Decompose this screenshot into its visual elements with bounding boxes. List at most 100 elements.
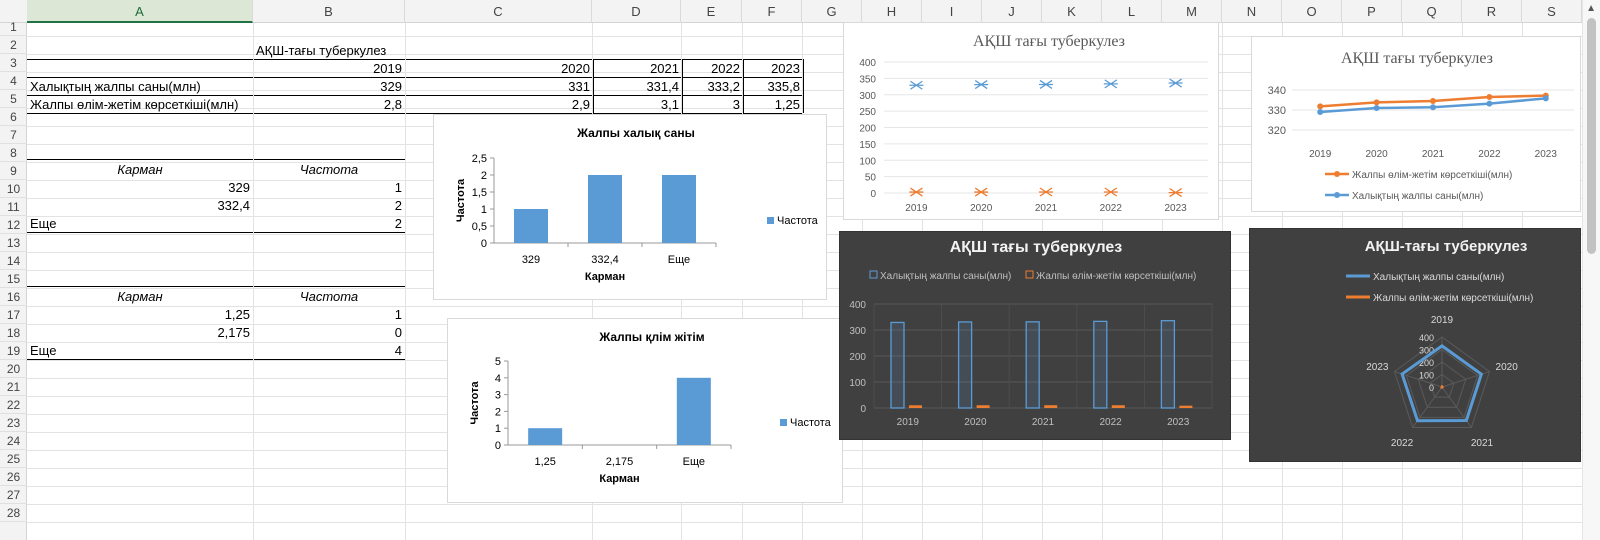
hist1-header-freq[interactable]: Частота [299, 162, 359, 177]
row-header-16[interactable]: 16 [0, 288, 27, 306]
hist2-header-bin[interactable]: Карман [117, 289, 163, 304]
column-header-r[interactable]: R [1462, 0, 1522, 23]
row-header-6[interactable]: 6 [0, 108, 27, 126]
chart-dark-column[interactable]: АҚШ тағы туберкулез Халықтың жалпы саны(м… [839, 231, 1231, 440]
row-header-5[interactable]: 5 [0, 90, 27, 108]
x-axis-label: Карман [599, 473, 639, 485]
row-label[interactable]: Халықтың жалпы саны(млн) [30, 79, 201, 94]
chart-line[interactable]: АҚШ тағы туберкулез 320 330 340 2019 2020 2021… [1251, 36, 1581, 212]
column-header-j[interactable]: J [982, 0, 1042, 23]
hist1-bin[interactable]: 332,4 [217, 198, 250, 213]
row-header-11[interactable]: 11 [0, 198, 27, 216]
table-title[interactable]: АҚШ-тағы туберкулез [256, 43, 387, 58]
column-header-q[interactable]: Q [1402, 0, 1462, 23]
row-header-1[interactable]: 1 [0, 18, 27, 36]
column-header-h[interactable]: H [862, 0, 922, 23]
hist1-freq[interactable]: 2 [394, 198, 402, 213]
column-header-i[interactable]: I [922, 0, 982, 23]
hist2-freq[interactable]: 4 [394, 343, 402, 358]
column-header-l[interactable]: L [1102, 0, 1162, 23]
year-cell[interactable]: 2021 [650, 61, 679, 76]
value-cell[interactable]: 329 [380, 79, 402, 94]
x-tick-label: 2019 [1309, 149, 1332, 160]
row-header-26[interactable]: 26 [0, 468, 27, 486]
chart-radar[interactable]: АҚШ-тағы туберкулез Халықтың жалпы саны(м… [1249, 228, 1581, 462]
hist1-bin[interactable]: 329 [228, 180, 250, 195]
hist2-bin[interactable]: 2,175 [217, 325, 250, 340]
column-header-k[interactable]: K [1042, 0, 1102, 23]
x-tick-label: 1,25 [534, 456, 555, 468]
year-cell[interactable]: 2020 [561, 61, 590, 76]
row-label[interactable]: Жалпы өлім-жетім көрсеткіші(млн) [30, 97, 239, 112]
hist2-bin[interactable]: 1,25 [224, 307, 250, 322]
value-cell[interactable]: 333,2 [707, 79, 740, 94]
column-header-g[interactable]: G [802, 0, 862, 23]
scrollbar-thumb[interactable] [1587, 18, 1596, 254]
column-header-n[interactable]: N [1222, 0, 1282, 23]
hist2-freq[interactable]: 1 [394, 307, 402, 322]
row-header-23[interactable]: 23 [0, 414, 27, 432]
hist1-freq[interactable]: 1 [394, 180, 402, 195]
hist2-bin[interactable]: Еще [30, 343, 57, 358]
row-header-8[interactable]: 8 [0, 144, 27, 162]
column-header-b[interactable]: B [253, 0, 405, 23]
row-header-27[interactable]: 27 [0, 486, 27, 504]
chart-mortality-histogram[interactable]: Жалпы қлім жітім 0 1 2 3 4 5 1,25 2,175 Еще Карман… [447, 318, 843, 503]
row-header-25[interactable]: 25 [0, 450, 27, 468]
row-header-12[interactable]: 12 [0, 216, 27, 234]
hist1-header-bin[interactable]: Карман [117, 162, 163, 177]
year-cell[interactable]: 2019 [373, 61, 402, 76]
value-cell[interactable]: 3 [732, 97, 740, 112]
row-header-2[interactable]: 2 [0, 36, 27, 54]
column-header-o[interactable]: O [1282, 0, 1342, 23]
column-header-c[interactable]: C [405, 0, 592, 23]
row-header-20[interactable]: 20 [0, 360, 27, 378]
value-cell[interactable]: 335,8 [767, 79, 800, 94]
row-header-18[interactable]: 18 [0, 324, 27, 342]
value-cell[interactable]: 2,9 [571, 97, 590, 112]
column-header-a[interactable]: A [27, 0, 253, 23]
column-header-s[interactable]: S [1522, 0, 1582, 23]
chart-scatter[interactable]: АҚШ тағы туберкулез 0 50 100 150 200 250 300 350… [843, 22, 1219, 220]
row-header-24[interactable]: 24 [0, 432, 27, 450]
row-header-17[interactable]: 17 [0, 306, 27, 324]
row-header-15[interactable]: 15 [0, 270, 27, 288]
row-header-7[interactable]: 7 [0, 126, 27, 144]
hist2-freq[interactable]: 0 [394, 325, 402, 340]
row-header-14[interactable]: 14 [0, 252, 27, 270]
legend-swatch [780, 419, 787, 426]
scroll-up-icon[interactable]: ▲ [1586, 3, 1596, 14]
row-header-22[interactable]: 22 [0, 396, 27, 414]
y-tick-label: 0 [481, 238, 487, 250]
hist2-header-freq[interactable]: Частота [299, 289, 359, 304]
chart-total-population-histogram[interactable]: Жалпы халық саны 0 0,5 1 1,5 2 2,5 329 332,4 Еще К… [433, 114, 827, 300]
hist1-bin[interactable]: Еще [30, 216, 57, 231]
year-cell[interactable]: 2022 [711, 61, 740, 76]
value-cell[interactable]: 3,1 [660, 97, 679, 112]
value-cell[interactable]: 331,4 [646, 79, 679, 94]
column-header-f[interactable]: F [742, 0, 802, 23]
value-cell[interactable]: 2,8 [383, 97, 402, 112]
value-cell[interactable]: 1,25 [774, 97, 800, 112]
row-header-28[interactable]: 28 [0, 504, 27, 522]
row-header-9[interactable]: 9 [0, 162, 27, 180]
vertical-scrollbar[interactable]: ▲ [1582, 0, 1600, 540]
row-header-4[interactable]: 4 [0, 72, 27, 90]
hist1-freq[interactable]: 2 [394, 216, 402, 231]
row-header-19[interactable]: 19 [0, 342, 27, 360]
y-tick-label: 400 [859, 58, 876, 69]
radar-category-label: 2023 [1366, 362, 1389, 373]
column-header-m[interactable]: M [1162, 0, 1222, 23]
row-header-10[interactable]: 10 [0, 180, 27, 198]
value-cell[interactable]: 331 [568, 79, 590, 94]
row-header-21[interactable]: 21 [0, 378, 27, 396]
y-tick-label: 3 [495, 390, 501, 402]
row-header-3[interactable]: 3 [0, 54, 27, 72]
column-header-e[interactable]: E [681, 0, 742, 23]
column-header-d[interactable]: D [592, 0, 681, 23]
row-header-13[interactable]: 13 [0, 234, 27, 252]
year-cell[interactable]: 2023 [771, 61, 800, 76]
column-header-p[interactable]: P [1342, 0, 1402, 23]
legend-label: Халықтың жалпы саны(млн) [1373, 272, 1504, 283]
legend-marker [1334, 192, 1340, 198]
